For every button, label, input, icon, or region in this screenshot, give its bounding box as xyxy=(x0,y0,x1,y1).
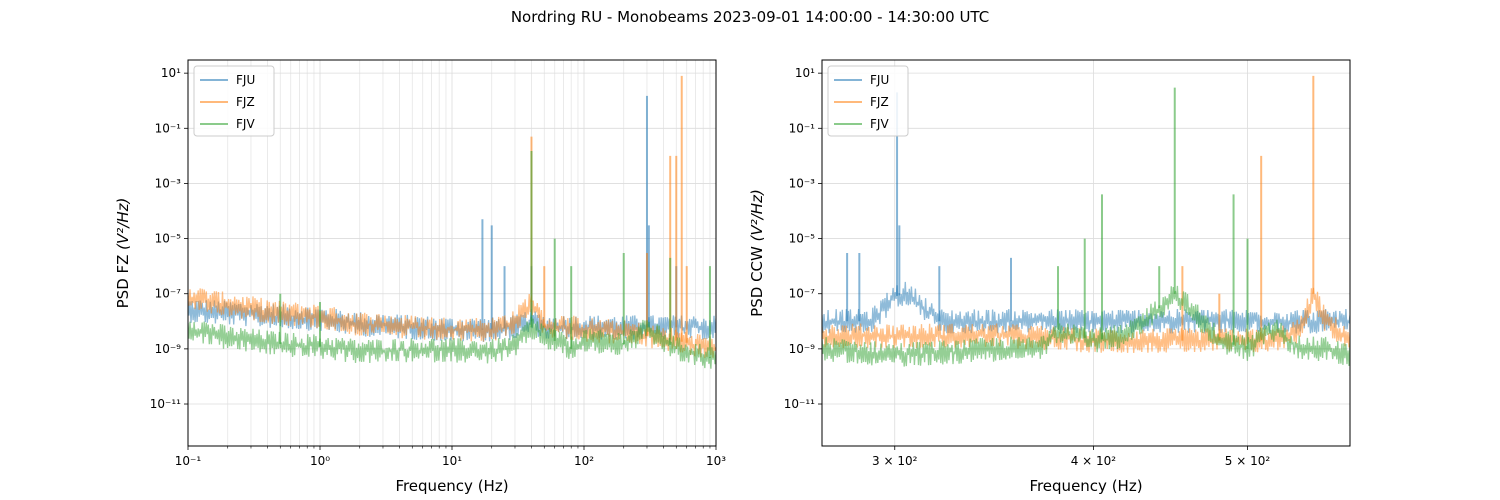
y-axis-label: PSD FZ (V²/Hz) xyxy=(114,198,132,309)
x-axis-label: Frequency (Hz) xyxy=(1029,477,1142,495)
legend: FJU FJZ FJV xyxy=(827,65,909,137)
x-tick-label: 10⁰ xyxy=(310,454,330,468)
legend: FJU FJZ FJV xyxy=(193,65,275,137)
x-axis-label: Frequency (Hz) xyxy=(395,477,508,495)
y-tick-label: 10⁻¹¹ xyxy=(784,397,815,411)
plot-right-psd-ccw: 3 × 10² 4 × 10² 5 × 10² 10⁻¹¹ 10⁻⁹ 10⁻⁷ 10⁻⁵ 10… xyxy=(748,59,1351,495)
legend-label-fjz: FJZ xyxy=(236,95,255,109)
y-tick-label: 10⁻⁹ xyxy=(155,342,182,356)
plot-left-psd-fz: 10⁻¹ 10⁰ 10¹ 10² 10³ 10⁻¹¹ 10⁻⁹ 10⁻⁷ 10⁻⁵ 10⁻³ 10⁻… xyxy=(114,59,726,495)
y-tick-label: 10⁻⁷ xyxy=(789,287,816,301)
y-tick-label: 10⁻³ xyxy=(155,176,182,190)
y-tick-label: 10⁻³ xyxy=(789,176,816,190)
series-group xyxy=(822,75,1350,367)
axes-frame xyxy=(821,59,1351,447)
legend-label-fjv: FJV xyxy=(870,117,889,131)
x-tick-label: 10² xyxy=(574,454,594,468)
y-tick-label: 10⁻⁵ xyxy=(155,232,182,246)
series-line-fjv xyxy=(188,316,716,369)
legend-label-fjv: FJV xyxy=(236,117,255,131)
y-tick-label: 10⁻⁹ xyxy=(789,342,816,356)
figure-title: Nordring RU - Monobeams 2023-09-01 14:00… xyxy=(511,8,989,26)
y-tick-label: 10⁻¹¹ xyxy=(150,397,181,411)
legend-label-fju: FJU xyxy=(236,73,255,87)
x-tick-label: 5 × 10² xyxy=(1225,454,1271,468)
x-tick-label: 10¹ xyxy=(442,454,462,468)
y-tick-label: 10⁻⁵ xyxy=(789,232,816,246)
legend-label-fju: FJU xyxy=(870,73,889,87)
y-tick-label: 10¹ xyxy=(161,66,181,80)
series-line-fjz xyxy=(188,288,716,359)
y-tick-label: 10⁻¹ xyxy=(789,121,816,135)
x-tick-label: 3 × 10² xyxy=(872,454,918,468)
y-tick-label: 10⁻¹ xyxy=(155,121,182,135)
legend-label-fjz: FJZ xyxy=(870,95,889,109)
x-tick-label: 4 × 10² xyxy=(1071,454,1117,468)
x-tick-label: 10³ xyxy=(706,454,726,468)
y-axis-label: PSD CCW (V²/Hz) xyxy=(748,189,766,317)
series-line-fjv xyxy=(822,285,1350,367)
y-tick-label: 10¹ xyxy=(795,66,815,80)
legend-box xyxy=(193,65,275,137)
x-tick-label: 10⁻¹ xyxy=(175,454,202,468)
legend-box xyxy=(827,65,909,137)
series-group xyxy=(188,75,716,369)
y-tick-label: 10⁻⁷ xyxy=(155,287,182,301)
